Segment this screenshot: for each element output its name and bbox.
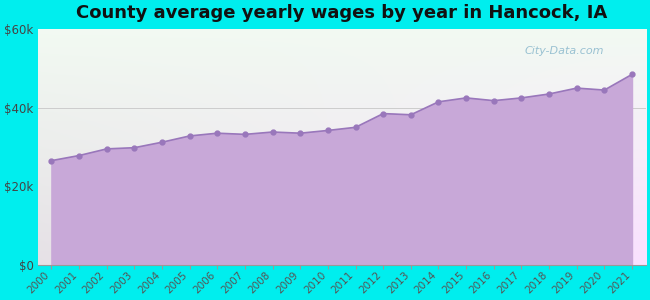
Text: City-Data.com: City-Data.com xyxy=(524,46,604,56)
Title: County average yearly wages by year in Hancock, IA: County average yearly wages by year in H… xyxy=(76,4,607,22)
